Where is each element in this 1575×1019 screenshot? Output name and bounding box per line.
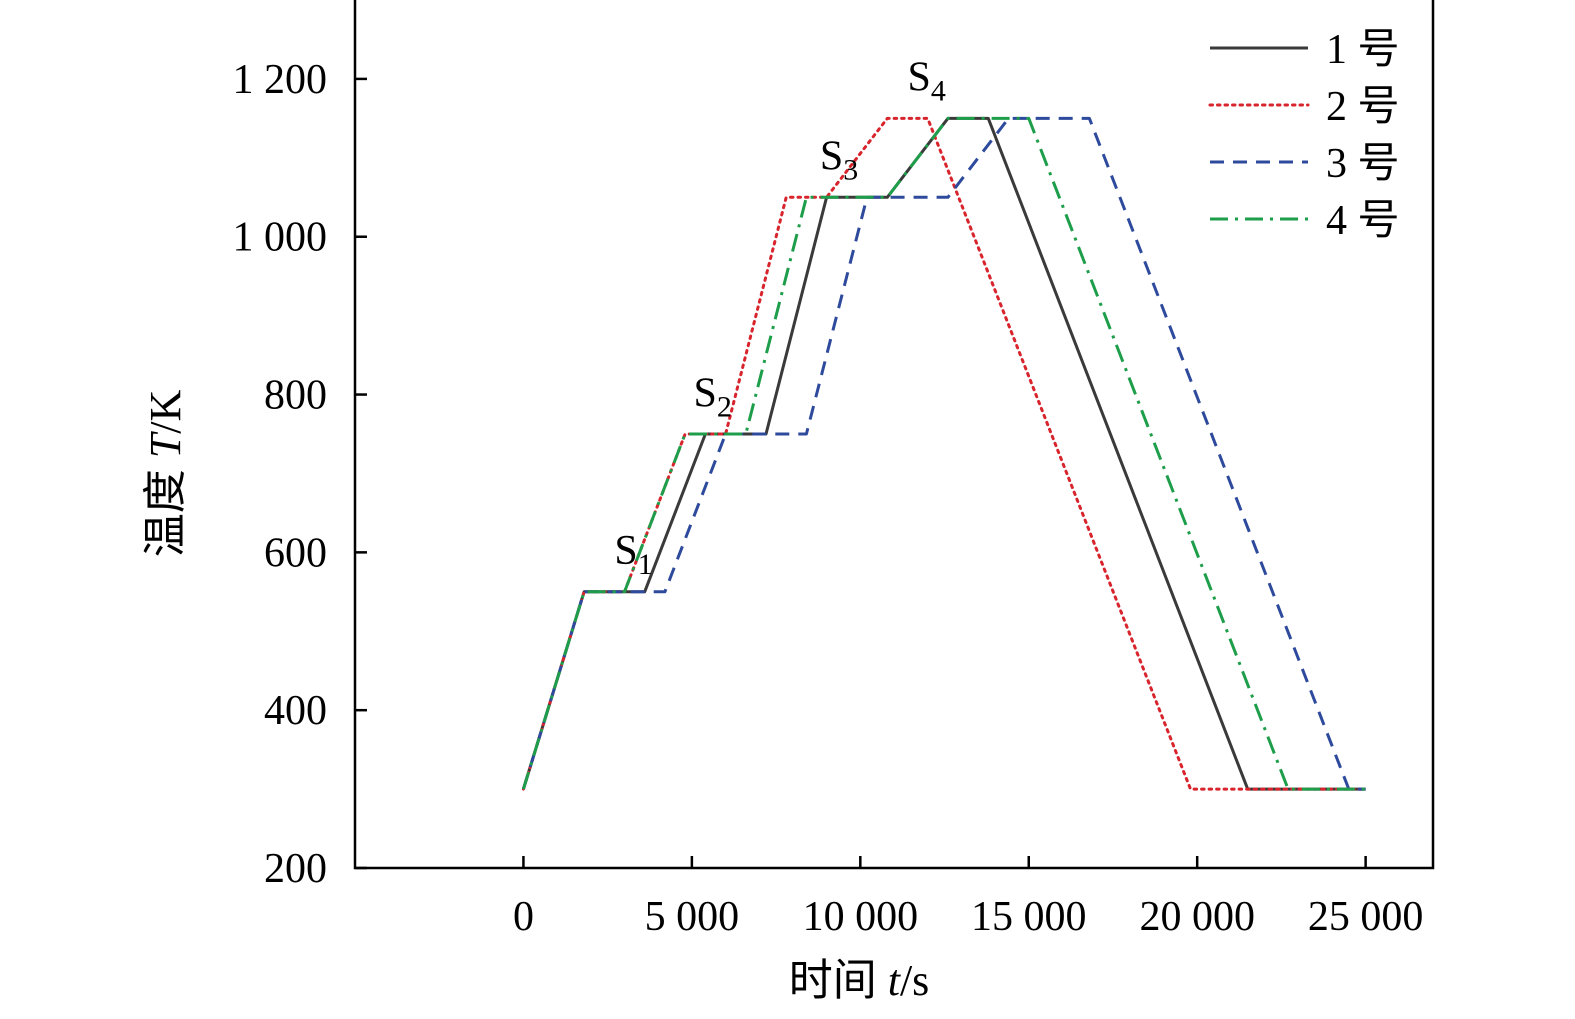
legend-label-2: 2 号 [1326, 84, 1400, 130]
y-axis-title: 温度 T/K [141, 389, 190, 557]
series-line-4 [521, 116, 1366, 791]
series-layer [521, 116, 1368, 791]
annotation-s1: S1 [614, 528, 652, 581]
y-tick-label-3: 800 [264, 373, 327, 419]
x-axis-title: 时间 t/s [789, 956, 930, 1005]
x-tick-label-2: 10 000 [803, 894, 919, 940]
series-line-2 [521, 116, 1368, 791]
plot-frame [353, 0, 1435, 870]
y-tick-label-4: 1 000 [233, 215, 328, 261]
y-tick-label-2: 600 [264, 530, 327, 576]
axis-layer: 0 5 000 10 000 15 000 20 000 25 000 200 400 600 8… [141, 57, 1423, 1005]
legend: 1 号 2 号 3 号 4 号 [1208, 27, 1400, 244]
y-tick-label-1: 400 [264, 688, 327, 734]
annotation-layer: S1 S2 S3 S4 [614, 55, 945, 581]
x-tick-label-0: 0 [513, 894, 534, 940]
legend-label-3: 3 号 [1326, 141, 1400, 187]
legend-label-4: 4 号 [1326, 198, 1400, 244]
series-line-3 [521, 116, 1366, 791]
annotation-s2: S2 [694, 370, 732, 423]
legend-label-1: 1 号 [1326, 27, 1400, 73]
y-tick-label-5: 1 200 [233, 57, 328, 103]
plot-area [353, 0, 1435, 870]
annotation-s3: S3 [820, 134, 858, 187]
x-tick-label-1: 5 000 [645, 894, 740, 940]
x-tick-label-4: 20 000 [1139, 894, 1255, 940]
x-tick-label-5: 25 000 [1308, 894, 1424, 940]
series-line-1 [521, 116, 1366, 791]
y-tick-label-0: 200 [264, 846, 327, 892]
annotation-s4: S4 [907, 55, 945, 108]
x-tick-label-3: 15 000 [971, 894, 1087, 940]
